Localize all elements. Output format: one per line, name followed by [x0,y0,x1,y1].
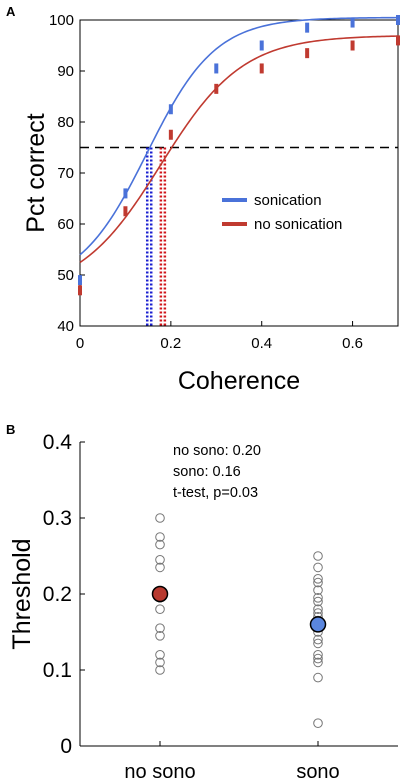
legend-no-sonication-label: no sonication [254,216,342,233]
y-tick-label: 70 [57,165,74,182]
threshold-point-no-sono [155,604,165,615]
panel-b-letter: B [6,422,15,437]
data-point-no-sonication [123,206,128,217]
panel-a-x-axis-label: Coherence [178,367,300,395]
threshold-point-sono [313,653,323,664]
y-tick-label: 0.2 [43,583,72,606]
threshold-point-no-sono [155,623,165,634]
data-point-sonication [78,275,82,286]
threshold-point-sono [313,657,323,668]
y-tick-label: 60 [57,216,74,233]
threshold-point-no-sono [155,539,165,550]
panel-a-y-axis: 40 50 60 70 80 90 100 [49,12,85,335]
threshold-point-sono [313,574,323,584]
threshold-point-sono [313,562,323,573]
panel-a-fit-curves [79,16,399,264]
y-tick-label: 0.4 [43,431,73,454]
panel-a-chart: A 40 50 60 70 80 90 100 0 0.2 0.4 0.6 sonication … [6,4,400,395]
threshold-point-sono [313,593,323,603]
data-point-sonication [123,188,128,199]
panel-a-letter: A [6,4,16,19]
x-tick-label: 0.4 [251,335,272,352]
y-tick-label: 40 [57,318,74,335]
threshold-point-no-sono [155,657,165,668]
threshold-point-no-sono [155,650,165,660]
x-tick-label: 0 [76,335,84,352]
threshold-point-sono [313,672,323,683]
threshold-point-no-sono [155,665,165,675]
threshold-point-sono [313,551,323,561]
panel-a-legend: sonication no sonication [222,192,342,233]
panel-a-y-axis-label: Pct correct [22,113,50,233]
data-point-sonication [396,15,400,25]
y-tick-label: 90 [57,63,74,80]
y-tick-label: 0.1 [43,659,72,682]
data-point-no-sonication [396,35,400,46]
panel-b-y-axis-label: Threshold [8,538,36,649]
annotation-sono-mean: sono: 0.16 [173,464,241,480]
y-tick-label: 100 [49,12,74,29]
x-tick-label: 0.6 [342,335,363,352]
data-point-sonication [350,17,355,28]
threshold-point-sono [313,638,323,649]
panel-a-data-points [78,15,400,296]
x-tick-label: 0.2 [160,335,181,352]
fit-curve-sonication [79,16,399,256]
data-point-no-sonication [259,63,264,74]
panel-b-means [151,585,327,633]
fit-curve-no-sonication [79,35,399,264]
mean-marker-sono [309,616,327,633]
x-tick-label: sono [296,761,339,783]
panel-b-data-points [155,513,323,729]
y-tick-label: 50 [57,267,74,284]
threshold-point-sono [313,634,323,645]
threshold-point-sono [313,596,323,607]
panel-a-threshold-lines [145,147,167,326]
threshold-point-sono [313,718,323,729]
threshold-point-sono [313,650,323,660]
data-point-no-sonication [214,83,219,94]
annotation-t-test: t-test, p=0.03 [173,485,258,501]
panel-b-x-axis: no sono sono [124,741,340,783]
panel-b-y-axis: 0 0.1 0.2 0.3 0.4 [43,431,85,758]
threshold-point-no-sono [155,532,165,542]
threshold-point-no-sono [155,513,165,523]
threshold-point-sono [313,577,323,588]
panel-a-x-axis: 0 0.2 0.4 0.6 [76,321,363,352]
data-point-no-sonication [305,48,310,59]
data-point-sonication [305,22,310,33]
panel-b-annotation: no sono: 0.20 sono: 0.16 t-test, p=0.03 [173,443,261,501]
x-tick-label: no sono [124,761,195,783]
data-point-no-sonication [350,40,355,51]
mean-marker-no-sono [151,585,169,603]
panel-b-chart: B 0 0.1 0.2 0.3 0.4 no sono sono no sono: 0.2… [6,422,398,783]
threshold-point-no-sono [155,631,165,641]
threshold-point-no-sono [155,562,165,573]
legend-sonication-label: sonication [254,192,322,209]
data-point-sonication [168,104,173,115]
data-point-no-sonication [168,129,173,140]
y-tick-label: 80 [57,114,74,131]
threshold-point-no-sono [155,555,165,565]
data-point-sonication [214,63,219,74]
annotation-no-sono-mean: no sono: 0.20 [173,443,261,459]
y-tick-label: 0.3 [43,507,72,530]
threshold-point-sono [313,604,323,615]
data-point-no-sonication [78,285,82,296]
data-point-sonication [259,40,264,51]
y-tick-label: 0 [60,735,72,758]
panel-a-plot-frame [79,19,399,327]
threshold-point-sono [313,585,323,596]
